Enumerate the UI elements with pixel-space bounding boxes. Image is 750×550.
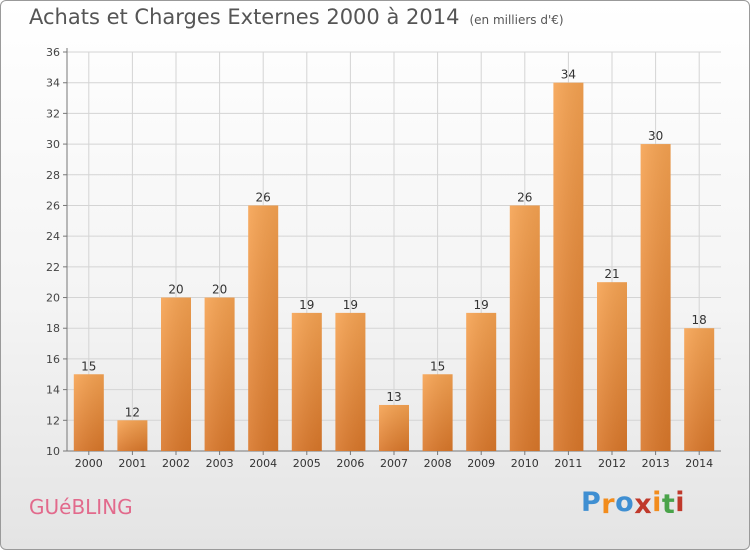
y-tick-label: 20 bbox=[46, 292, 60, 305]
logo-letter: P bbox=[581, 487, 602, 518]
data-label-2004: 26 bbox=[256, 190, 271, 204]
y-tick-label: 12 bbox=[46, 414, 60, 427]
bar-shade-2001 bbox=[117, 420, 148, 451]
y-tick-label: 36 bbox=[46, 46, 60, 59]
data-label-2002: 20 bbox=[168, 283, 183, 297]
chart-title: Achats et Charges Externes 2000 à 2014 (e… bbox=[29, 5, 564, 29]
data-label-2009: 19 bbox=[474, 298, 489, 312]
x-tick-label-2012: 2012 bbox=[598, 457, 626, 470]
data-label-2007: 13 bbox=[386, 390, 401, 404]
x-tick-label-2011: 2011 bbox=[554, 457, 582, 470]
logo-letter: t bbox=[661, 489, 676, 520]
data-label-2003: 20 bbox=[212, 283, 227, 297]
logo-letter: i bbox=[675, 487, 686, 518]
bar-shade-2004 bbox=[248, 205, 279, 451]
logo-letter: r bbox=[601, 489, 616, 520]
data-label-2006: 19 bbox=[343, 298, 358, 312]
bar-shade-2005 bbox=[291, 312, 322, 451]
data-label-2013: 30 bbox=[648, 129, 663, 143]
bar-shade-2012 bbox=[597, 282, 627, 451]
y-tick-label: 26 bbox=[46, 199, 60, 212]
data-label-2011: 34 bbox=[561, 68, 576, 82]
x-tick-label-2009: 2009 bbox=[467, 457, 495, 470]
title-text: Achats et Charges Externes 2000 à 2014 bbox=[29, 5, 460, 29]
x-tick-label-2010: 2010 bbox=[511, 457, 539, 470]
bar-shade-2011 bbox=[553, 82, 584, 451]
y-tick-label: 32 bbox=[46, 107, 60, 120]
x-tick-label-2002: 2002 bbox=[162, 457, 190, 470]
bar-shade-2008 bbox=[422, 374, 453, 451]
data-labels: 15 12 20 20 26 19 19 13 15 19 26 34 21 30 18 bbox=[81, 68, 707, 420]
y-tick-label: 16 bbox=[46, 353, 60, 366]
chart-subtitle: (en milliers d'€) bbox=[469, 13, 564, 27]
x-tick-label-2013: 2013 bbox=[642, 457, 670, 470]
x-tick-label-2007: 2007 bbox=[380, 457, 408, 470]
y-tick-label: 10 bbox=[46, 445, 60, 458]
bar-shade-2000 bbox=[73, 374, 104, 451]
x-tick-label-2003: 2003 bbox=[206, 457, 234, 470]
data-label-2005: 19 bbox=[299, 298, 314, 312]
y-tick-label: 24 bbox=[46, 230, 60, 243]
y-tick-label: 34 bbox=[46, 77, 60, 90]
x-tick-label-2006: 2006 bbox=[336, 457, 364, 470]
bar-shade-2010 bbox=[509, 205, 540, 451]
proxiti-logo[interactable]: Proxiti bbox=[581, 487, 686, 520]
data-label-2012: 21 bbox=[604, 267, 619, 281]
bar-shade-2013 bbox=[640, 144, 671, 452]
x-tick-label-2005: 2005 bbox=[293, 457, 321, 470]
data-label-2008: 15 bbox=[430, 359, 445, 373]
x-tick-label-2001: 2001 bbox=[118, 457, 146, 470]
data-label-2001: 12 bbox=[125, 405, 140, 419]
logo-letter: x bbox=[634, 489, 653, 520]
bar-shade-2003 bbox=[204, 297, 235, 451]
y-tick-label: 18 bbox=[46, 322, 60, 335]
bars bbox=[73, 82, 715, 452]
x-tick-label-2014: 2014 bbox=[685, 457, 713, 470]
bar-shade-2007 bbox=[379, 404, 409, 451]
x-tick-label-2004: 2004 bbox=[249, 457, 277, 470]
x-tick-label-2000: 2000 bbox=[75, 457, 103, 470]
data-label-2014: 18 bbox=[692, 313, 707, 327]
logo-letter: i bbox=[652, 487, 662, 518]
y-tick-label: 14 bbox=[46, 384, 60, 397]
bar-shade-2006 bbox=[335, 312, 366, 451]
y-tick-label: 22 bbox=[46, 261, 60, 274]
town-name: GUéBLING bbox=[29, 495, 133, 519]
x-tick-label-2008: 2008 bbox=[424, 457, 452, 470]
data-label-2010: 26 bbox=[517, 190, 532, 204]
bar-shade-2002 bbox=[161, 297, 191, 451]
bar-shade-2009 bbox=[466, 312, 497, 451]
logo-letter: o bbox=[615, 487, 635, 518]
bar-shade-2014 bbox=[684, 328, 715, 451]
tick-labels: 10 12 14 16 18 20 22 24 26 28 30 32 34 36 2000 2001 2002… bbox=[46, 46, 713, 470]
y-tick-label: 28 bbox=[46, 169, 60, 182]
y-tick-label: 30 bbox=[46, 138, 60, 151]
data-label-2000: 15 bbox=[81, 359, 96, 373]
